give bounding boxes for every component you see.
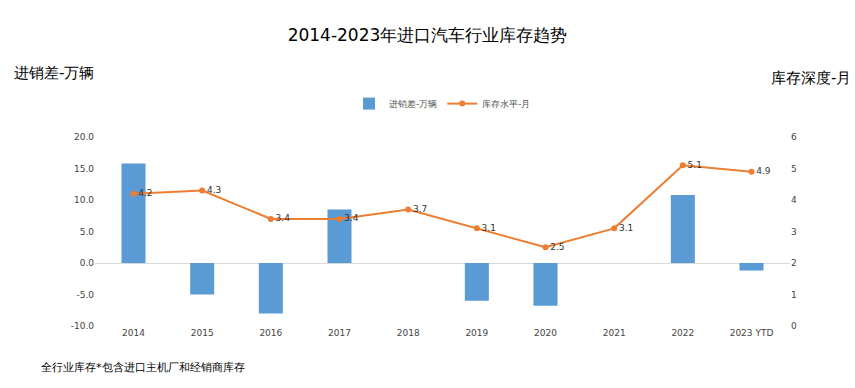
svg-text:进销差-万辆: 进销差-万辆 xyxy=(14,64,94,82)
svg-text:库存水平-月: 库存水平-月 xyxy=(482,99,530,109)
svg-text:进销差-万辆: 进销差-万辆 xyxy=(389,99,437,109)
svg-text:库存深度-月: 库存深度-月 xyxy=(771,69,851,87)
svg-text:2017: 2017 xyxy=(328,328,351,338)
svg-text:1: 1 xyxy=(791,290,797,300)
svg-text:4.3: 4.3 xyxy=(207,185,221,195)
svg-text:3.7: 3.7 xyxy=(413,204,427,214)
svg-text:2014: 2014 xyxy=(122,328,145,338)
svg-text:20.0: 20.0 xyxy=(74,132,94,142)
svg-text:2.5: 2.5 xyxy=(550,242,564,252)
svg-text:2016: 2016 xyxy=(259,328,282,338)
svg-text:4: 4 xyxy=(791,195,797,205)
svg-text:2021: 2021 xyxy=(603,328,626,338)
svg-text:2019: 2019 xyxy=(465,328,488,338)
svg-text:3.1: 3.1 xyxy=(619,223,633,233)
svg-text:3.1: 3.1 xyxy=(482,223,496,233)
svg-text:-10.0: -10.0 xyxy=(71,321,95,331)
svg-text:2014-2023年进口汽车行业库存趋势: 2014-2023年进口汽车行业库存趋势 xyxy=(288,25,568,45)
svg-text:4.9: 4.9 xyxy=(756,166,771,176)
svg-text:5.1: 5.1 xyxy=(688,160,702,170)
svg-text:2015: 2015 xyxy=(191,328,214,338)
svg-text:3.4: 3.4 xyxy=(344,213,359,223)
svg-text:3.4: 3.4 xyxy=(276,213,291,223)
svg-text:2018: 2018 xyxy=(397,328,420,338)
svg-text:0: 0 xyxy=(791,321,797,331)
svg-text:全行业库存*包含进口主机厂和经销商库存: 全行业库存*包含进口主机厂和经销商库存 xyxy=(41,361,245,374)
svg-text:15.0: 15.0 xyxy=(74,164,94,174)
svg-text:2: 2 xyxy=(791,258,797,268)
svg-text:2020: 2020 xyxy=(534,328,557,338)
svg-text:2023 YTD: 2023 YTD xyxy=(730,328,774,338)
svg-text:2022: 2022 xyxy=(671,328,694,338)
svg-text:6: 6 xyxy=(791,132,797,142)
svg-text:0.0: 0.0 xyxy=(80,258,95,268)
svg-text:-5.0: -5.0 xyxy=(76,290,94,300)
svg-text:10.0: 10.0 xyxy=(74,195,94,205)
svg-text:5: 5 xyxy=(791,164,797,174)
svg-text:3: 3 xyxy=(791,227,797,237)
svg-text:5.0: 5.0 xyxy=(80,227,95,237)
svg-text:4.2: 4.2 xyxy=(138,188,152,198)
